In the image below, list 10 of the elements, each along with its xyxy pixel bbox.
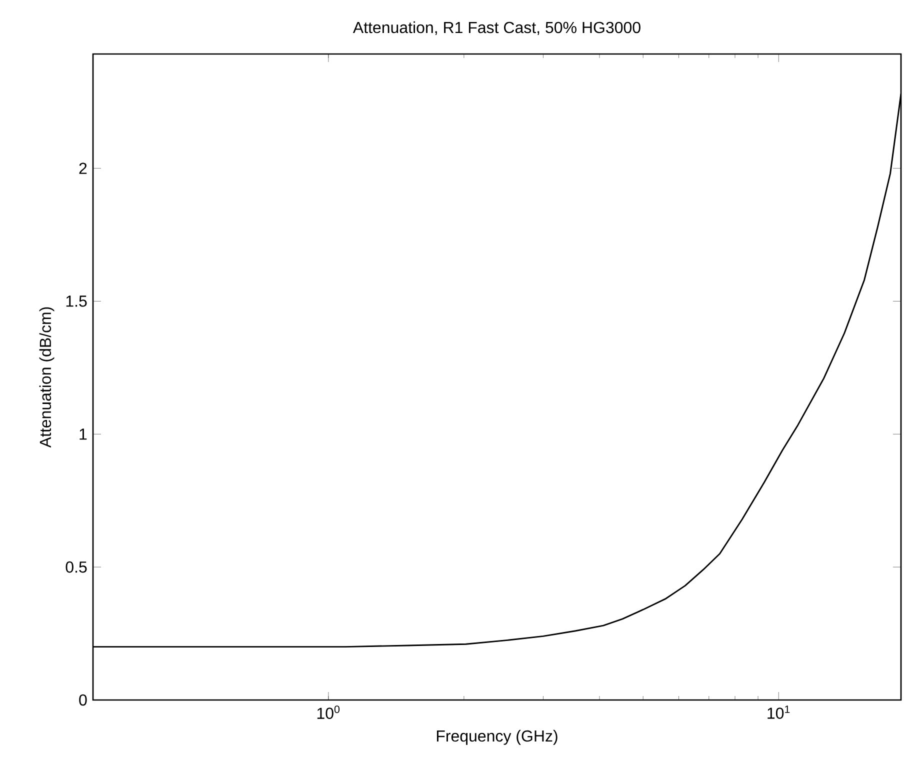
y-tick-label: 0.5 bbox=[66, 561, 87, 573]
x-tick-label: 10$^{0}$ bbox=[317, 706, 340, 719]
x-tick-label: 10$^{1}$ bbox=[768, 706, 790, 719]
y-tick-label: 1 bbox=[80, 428, 87, 440]
y-tick-label: 1.5 bbox=[66, 296, 87, 307]
chart-title: Attenuation, R1 Fast Cast, 50% HG3000 bbox=[352, 21, 640, 36]
y-axis-title: Attenuation (dB/cm) bbox=[39, 307, 54, 448]
y-tick-label: 0 bbox=[79, 694, 87, 706]
y-tick-label: 2 bbox=[79, 162, 87, 174]
x-axis-title: Frequency (GHz) bbox=[436, 730, 558, 745]
